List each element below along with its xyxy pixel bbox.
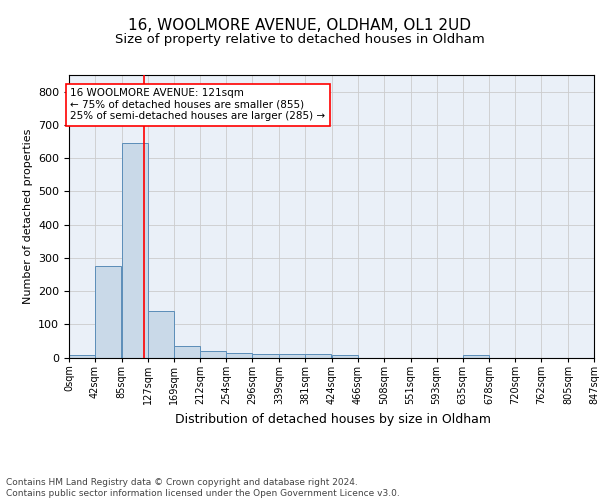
Y-axis label: Number of detached properties: Number of detached properties <box>23 128 32 304</box>
Bar <box>69 355 95 358</box>
Bar <box>174 346 200 358</box>
Text: Contains HM Land Registry data © Crown copyright and database right 2024.
Contai: Contains HM Land Registry data © Crown c… <box>6 478 400 498</box>
Text: 16 WOOLMORE AVENUE: 121sqm
← 75% of detached houses are smaller (855)
25% of sem: 16 WOOLMORE AVENUE: 121sqm ← 75% of deta… <box>70 88 325 122</box>
Bar <box>305 354 331 358</box>
Bar <box>332 355 358 358</box>
Text: Distribution of detached houses by size in Oldham: Distribution of detached houses by size … <box>175 412 491 426</box>
Bar <box>226 353 253 358</box>
Bar <box>95 266 121 358</box>
Bar <box>279 354 305 358</box>
Text: Size of property relative to detached houses in Oldham: Size of property relative to detached ho… <box>115 32 485 46</box>
Bar <box>148 312 174 358</box>
Bar <box>122 143 148 358</box>
Bar <box>200 351 226 358</box>
Bar <box>463 355 488 358</box>
Bar <box>253 354 278 358</box>
Text: 16, WOOLMORE AVENUE, OLDHAM, OL1 2UD: 16, WOOLMORE AVENUE, OLDHAM, OL1 2UD <box>128 18 472 32</box>
